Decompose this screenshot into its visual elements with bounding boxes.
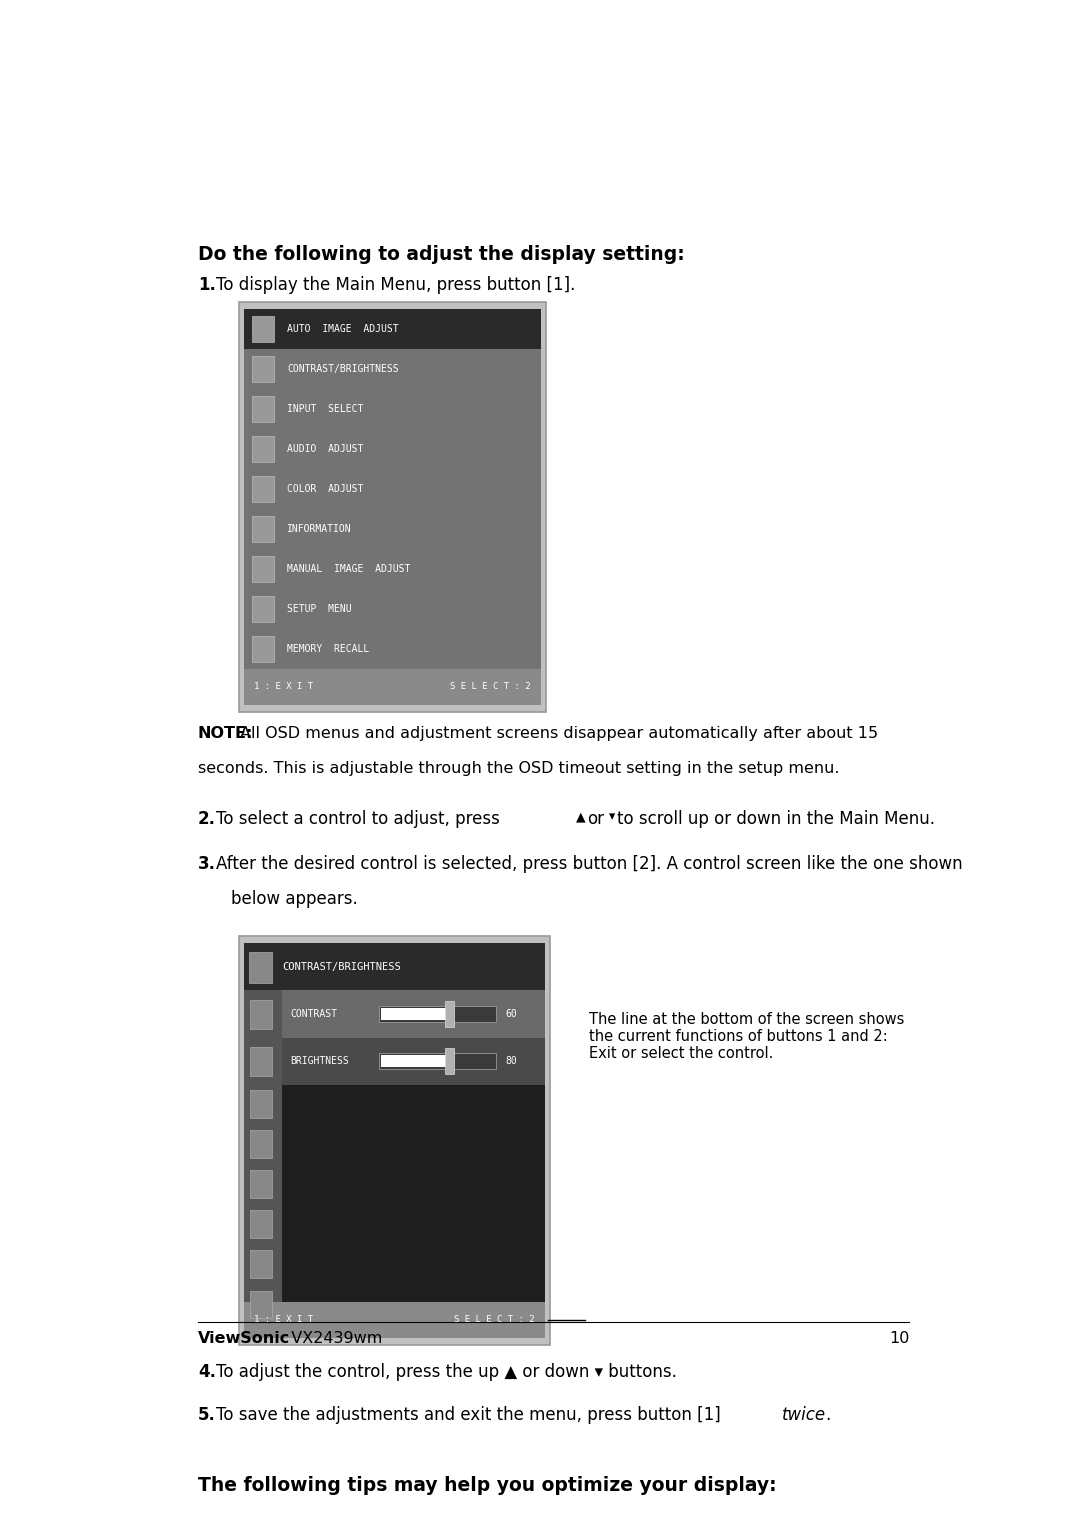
Bar — [249, 999, 272, 1030]
Text: seconds. This is adjustable through the OSD timeout setting in the setup menu.: seconds. This is adjustable through the … — [198, 761, 839, 776]
Text: To select a control to adjust, press: To select a control to adjust, press — [216, 810, 500, 828]
Bar — [253, 356, 274, 382]
Bar — [244, 309, 541, 350]
Bar — [445, 1048, 454, 1074]
Text: 1.: 1. — [198, 277, 216, 295]
Text: 5.: 5. — [198, 1406, 216, 1424]
Text: COLOR  ADJUST: COLOR ADJUST — [287, 484, 364, 494]
Text: INFORMATION: INFORMATION — [287, 524, 352, 535]
Text: 1 : E X I T: 1 : E X I T — [254, 683, 313, 692]
Bar — [244, 669, 541, 704]
Text: to scroll up or down in the Main Menu.: to scroll up or down in the Main Menu. — [617, 810, 935, 828]
Bar — [282, 990, 545, 1302]
Bar — [253, 556, 274, 582]
Text: SETUP  MENU: SETUP MENU — [287, 604, 352, 614]
Text: 10: 10 — [889, 1331, 909, 1346]
Bar — [244, 309, 541, 669]
Bar — [253, 316, 274, 342]
Bar — [249, 1210, 272, 1238]
Text: 1 : E X I T: 1 : E X I T — [254, 1316, 313, 1325]
FancyBboxPatch shape — [239, 303, 546, 712]
Text: CONTRAST: CONTRAST — [291, 1008, 338, 1019]
Text: The following tips may help you optimize your display:: The following tips may help you optimize… — [198, 1476, 777, 1496]
Text: All OSD menus and adjustment screens disappear automatically after about 15: All OSD menus and adjustment screens dis… — [241, 726, 879, 741]
Text: Do the following to adjust the display setting:: Do the following to adjust the display s… — [198, 244, 685, 263]
Bar — [249, 1131, 272, 1158]
Text: twice: twice — [782, 1406, 826, 1424]
Bar — [282, 990, 545, 1038]
Bar — [253, 636, 274, 662]
Bar — [244, 943, 545, 990]
Bar — [249, 1250, 272, 1277]
Bar — [379, 1053, 496, 1070]
Bar — [253, 396, 274, 422]
Text: To adjust the control, press the up ▲ or down ▾ buttons.: To adjust the control, press the up ▲ or… — [216, 1363, 677, 1381]
Bar — [381, 1008, 449, 1019]
Bar — [445, 1001, 454, 1027]
Bar — [282, 1038, 545, 1085]
Text: CONTRAST/BRIGHTNESS: CONTRAST/BRIGHTNESS — [287, 364, 399, 374]
Text: VX2439wm: VX2439wm — [282, 1331, 382, 1346]
Text: below appears.: below appears. — [231, 891, 357, 909]
Text: 80: 80 — [505, 1056, 517, 1067]
Text: After the desired control is selected, press button [2]. A control screen like t: After the desired control is selected, p… — [216, 856, 962, 872]
Bar — [381, 1056, 449, 1067]
Text: BRIGHTNESS: BRIGHTNESS — [291, 1056, 350, 1067]
Text: MANUAL  IMAGE  ADJUST: MANUAL IMAGE ADJUST — [287, 564, 410, 575]
Text: MEMORY  RECALL: MEMORY RECALL — [287, 645, 369, 654]
Bar — [249, 1047, 272, 1076]
Text: 4.: 4. — [198, 1363, 216, 1381]
Text: ▾: ▾ — [609, 810, 615, 824]
Text: AUDIO  ADJUST: AUDIO ADJUST — [287, 445, 364, 454]
Text: ViewSonic: ViewSonic — [198, 1331, 291, 1346]
Bar — [253, 516, 274, 542]
Bar — [253, 596, 274, 622]
Bar — [244, 990, 282, 1302]
Bar — [248, 952, 272, 984]
FancyBboxPatch shape — [239, 937, 550, 1345]
Text: INPUT  SELECT: INPUT SELECT — [287, 405, 364, 414]
Text: To display the Main Menu, press button [1].: To display the Main Menu, press button [… — [216, 277, 576, 295]
Text: 3.: 3. — [198, 856, 216, 872]
Bar — [249, 1291, 272, 1317]
Bar — [253, 437, 274, 461]
Bar — [244, 1302, 545, 1337]
Text: The line at the bottom of the screen shows
the current functions of buttons 1 an: The line at the bottom of the screen sho… — [589, 1012, 904, 1062]
Text: ▲: ▲ — [576, 810, 585, 824]
Bar — [249, 1170, 272, 1198]
Text: To save the adjustments and exit the menu, press button [1]: To save the adjustments and exit the men… — [216, 1406, 726, 1424]
Text: or: or — [588, 810, 604, 828]
Text: CONTRAST/BRIGHTNESS: CONTRAST/BRIGHTNESS — [282, 963, 401, 972]
Text: NOTE:: NOTE: — [198, 726, 253, 741]
Bar — [379, 1005, 496, 1022]
Bar — [253, 477, 274, 503]
Bar — [249, 1091, 272, 1117]
Text: S E L E C T : 2: S E L E C T : 2 — [455, 1316, 535, 1325]
Text: 60: 60 — [505, 1008, 517, 1019]
Text: S E L E C T : 2: S E L E C T : 2 — [450, 683, 531, 692]
Text: AUTO  IMAGE  ADJUST: AUTO IMAGE ADJUST — [287, 324, 399, 335]
Text: 2.: 2. — [198, 810, 216, 828]
Text: .: . — [825, 1406, 831, 1424]
